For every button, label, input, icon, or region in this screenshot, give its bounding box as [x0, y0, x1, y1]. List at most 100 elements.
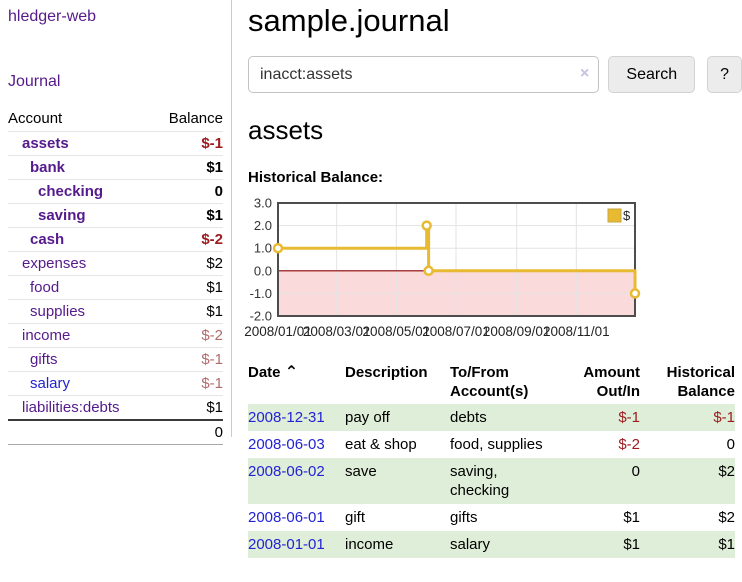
- chart-title: Historical Balance:: [248, 169, 384, 186]
- register-row: 2008-01-01 income salary $1 $1: [248, 531, 735, 558]
- transaction-balance: 0: [726, 436, 735, 453]
- account-balance: $1: [152, 155, 223, 180]
- historical-balance-chart[interactable]: $3.0 2.0 1.0 0.0 -1.0 -2.02008/01/012008/03/0…: [244, 196, 645, 348]
- register-row: 2008-06-01 gift gifts $1 $2: [248, 504, 735, 531]
- account-link[interactable]: saving: [38, 207, 86, 224]
- transaction-description: eat & shop: [345, 436, 417, 453]
- svg-text:2008/03/01: 2008/03/01: [303, 324, 371, 339]
- transaction-amount: $1: [623, 509, 640, 526]
- svg-text:2008/11/01: 2008/11/01: [543, 324, 610, 339]
- transaction-balance: $1: [718, 536, 735, 553]
- sidebar: hledger-web Journal Account Balance asse…: [0, 0, 232, 445]
- account-row: bank $1: [8, 155, 223, 180]
- clear-search-icon[interactable]: ×: [580, 65, 590, 82]
- amount-column-header: Amount Out/In: [583, 364, 640, 400]
- account-link[interactable]: gifts: [30, 351, 58, 368]
- svg-text:1.0: 1.0: [254, 241, 272, 256]
- accounts-total-row: 0: [8, 419, 223, 445]
- transaction-accounts: debts: [450, 409, 487, 426]
- accounts-table: Account Balance assets $-1 bank $1 checking 0…: [8, 106, 223, 445]
- account-link[interactable]: expenses: [22, 255, 87, 272]
- search-form: × Search ?: [248, 56, 742, 93]
- page-title: sample.journal: [248, 3, 450, 38]
- transaction-date-link[interactable]: 2008-06-02: [248, 463, 325, 480]
- account-row: gifts $-1: [8, 347, 223, 372]
- transaction-balance: $2: [718, 509, 735, 526]
- account-balance: $1: [152, 395, 223, 421]
- svg-text:2008/05/01: 2008/05/01: [363, 324, 431, 339]
- date-column-header[interactable]: Date ⌃: [248, 364, 299, 381]
- account-row: salary $-1: [8, 371, 223, 396]
- transaction-date-link[interactable]: 2008-06-01: [248, 509, 325, 526]
- account-link[interactable]: salary: [30, 375, 71, 392]
- transaction-description: save: [345, 463, 377, 480]
- transaction-date-link[interactable]: 2008-01-01: [248, 536, 325, 553]
- transaction-balance: $2: [718, 463, 735, 480]
- account-balance: $-1: [152, 347, 223, 372]
- account-row: expenses $2: [8, 251, 223, 276]
- transaction-amount: 0: [631, 463, 640, 480]
- svg-text:2008/07/01: 2008/07/01: [422, 324, 490, 339]
- transaction-description: income: [345, 536, 394, 553]
- register-header-row: Date ⌃ Description To/From Account(s) Amo…: [248, 360, 735, 404]
- accounts-header-row: Account Balance: [8, 106, 223, 132]
- account-balance: $1: [152, 299, 223, 324]
- total-spacer: [8, 419, 153, 445]
- account-heading: assets: [248, 115, 324, 145]
- search-button[interactable]: Search: [608, 56, 696, 93]
- transaction-amount: $-1: [618, 409, 640, 426]
- transaction-accounts: saving, checking: [450, 463, 510, 499]
- svg-text:2.0: 2.0: [254, 218, 272, 233]
- svg-text:-1.0: -1.0: [250, 286, 272, 301]
- account-balance: $-1: [152, 371, 223, 396]
- account-link[interactable]: cash: [30, 231, 65, 248]
- svg-text:2008/01/01: 2008/01/01: [244, 324, 312, 339]
- account-row: liabilities:debts $1: [8, 395, 223, 421]
- transaction-description: pay off: [345, 409, 390, 426]
- transaction-date-link[interactable]: 2008-06-03: [248, 436, 325, 453]
- description-column-header: Description: [345, 364, 428, 381]
- transaction-accounts: food, supplies: [450, 436, 543, 453]
- help-button[interactable]: ?: [707, 56, 742, 93]
- account-link[interactable]: food: [30, 279, 60, 296]
- search-input[interactable]: [248, 56, 600, 93]
- account-row: saving $1: [8, 203, 223, 228]
- register-row: 2008-12-31 pay off debts $-1 $-1: [248, 404, 735, 431]
- account-balance: $-2: [152, 323, 223, 348]
- account-link[interactable]: liabilities:debts: [22, 399, 120, 416]
- app-title-link[interactable]: hledger-web: [8, 8, 97, 25]
- account-balance: $1: [152, 203, 223, 228]
- account-row: food $1: [8, 275, 223, 300]
- account-link[interactable]: income: [22, 327, 71, 344]
- svg-text:$: $: [623, 208, 631, 223]
- transaction-amount: $1: [623, 536, 640, 553]
- account-row: cash $-2: [8, 227, 223, 252]
- account-link[interactable]: supplies: [30, 303, 86, 320]
- transaction-accounts: gifts: [450, 509, 478, 526]
- transaction-description: gift: [345, 509, 366, 526]
- account-balance: 0: [152, 179, 223, 204]
- register-row: 2008-06-03 eat & shop food, supplies $-2 0: [248, 431, 735, 458]
- account-link[interactable]: assets: [22, 135, 69, 152]
- register-row: 2008-06-02 save saving, checking 0 $2: [248, 458, 735, 504]
- svg-text:0.0: 0.0: [254, 263, 272, 278]
- account-column-header: Account: [8, 106, 153, 132]
- balance-column-header-register: Historical Balance: [666, 364, 735, 400]
- account-row: checking 0: [8, 179, 223, 204]
- account-balance: $-2: [152, 227, 223, 252]
- search-input-wrap: ×: [248, 56, 600, 93]
- svg-text:2008/09/01: 2008/09/01: [483, 324, 551, 339]
- register-table: Date ⌃ Description To/From Account(s) Amo…: [248, 360, 735, 558]
- transaction-accounts: salary: [450, 536, 491, 553]
- sidebar-item-journal[interactable]: Journal: [8, 73, 61, 90]
- account-row: income $-2: [8, 323, 223, 348]
- account-balance: $2: [152, 251, 223, 276]
- accounts-column-header: To/From Account(s): [450, 364, 529, 400]
- account-row: assets $-1: [8, 131, 223, 156]
- balance-column-header: Balance: [152, 106, 223, 132]
- account-link[interactable]: checking: [38, 183, 104, 200]
- transaction-date-link[interactable]: 2008-12-31: [248, 409, 325, 426]
- svg-text:-2.0: -2.0: [250, 309, 272, 324]
- svg-text:3.0: 3.0: [254, 196, 272, 211]
- account-link[interactable]: bank: [30, 159, 66, 176]
